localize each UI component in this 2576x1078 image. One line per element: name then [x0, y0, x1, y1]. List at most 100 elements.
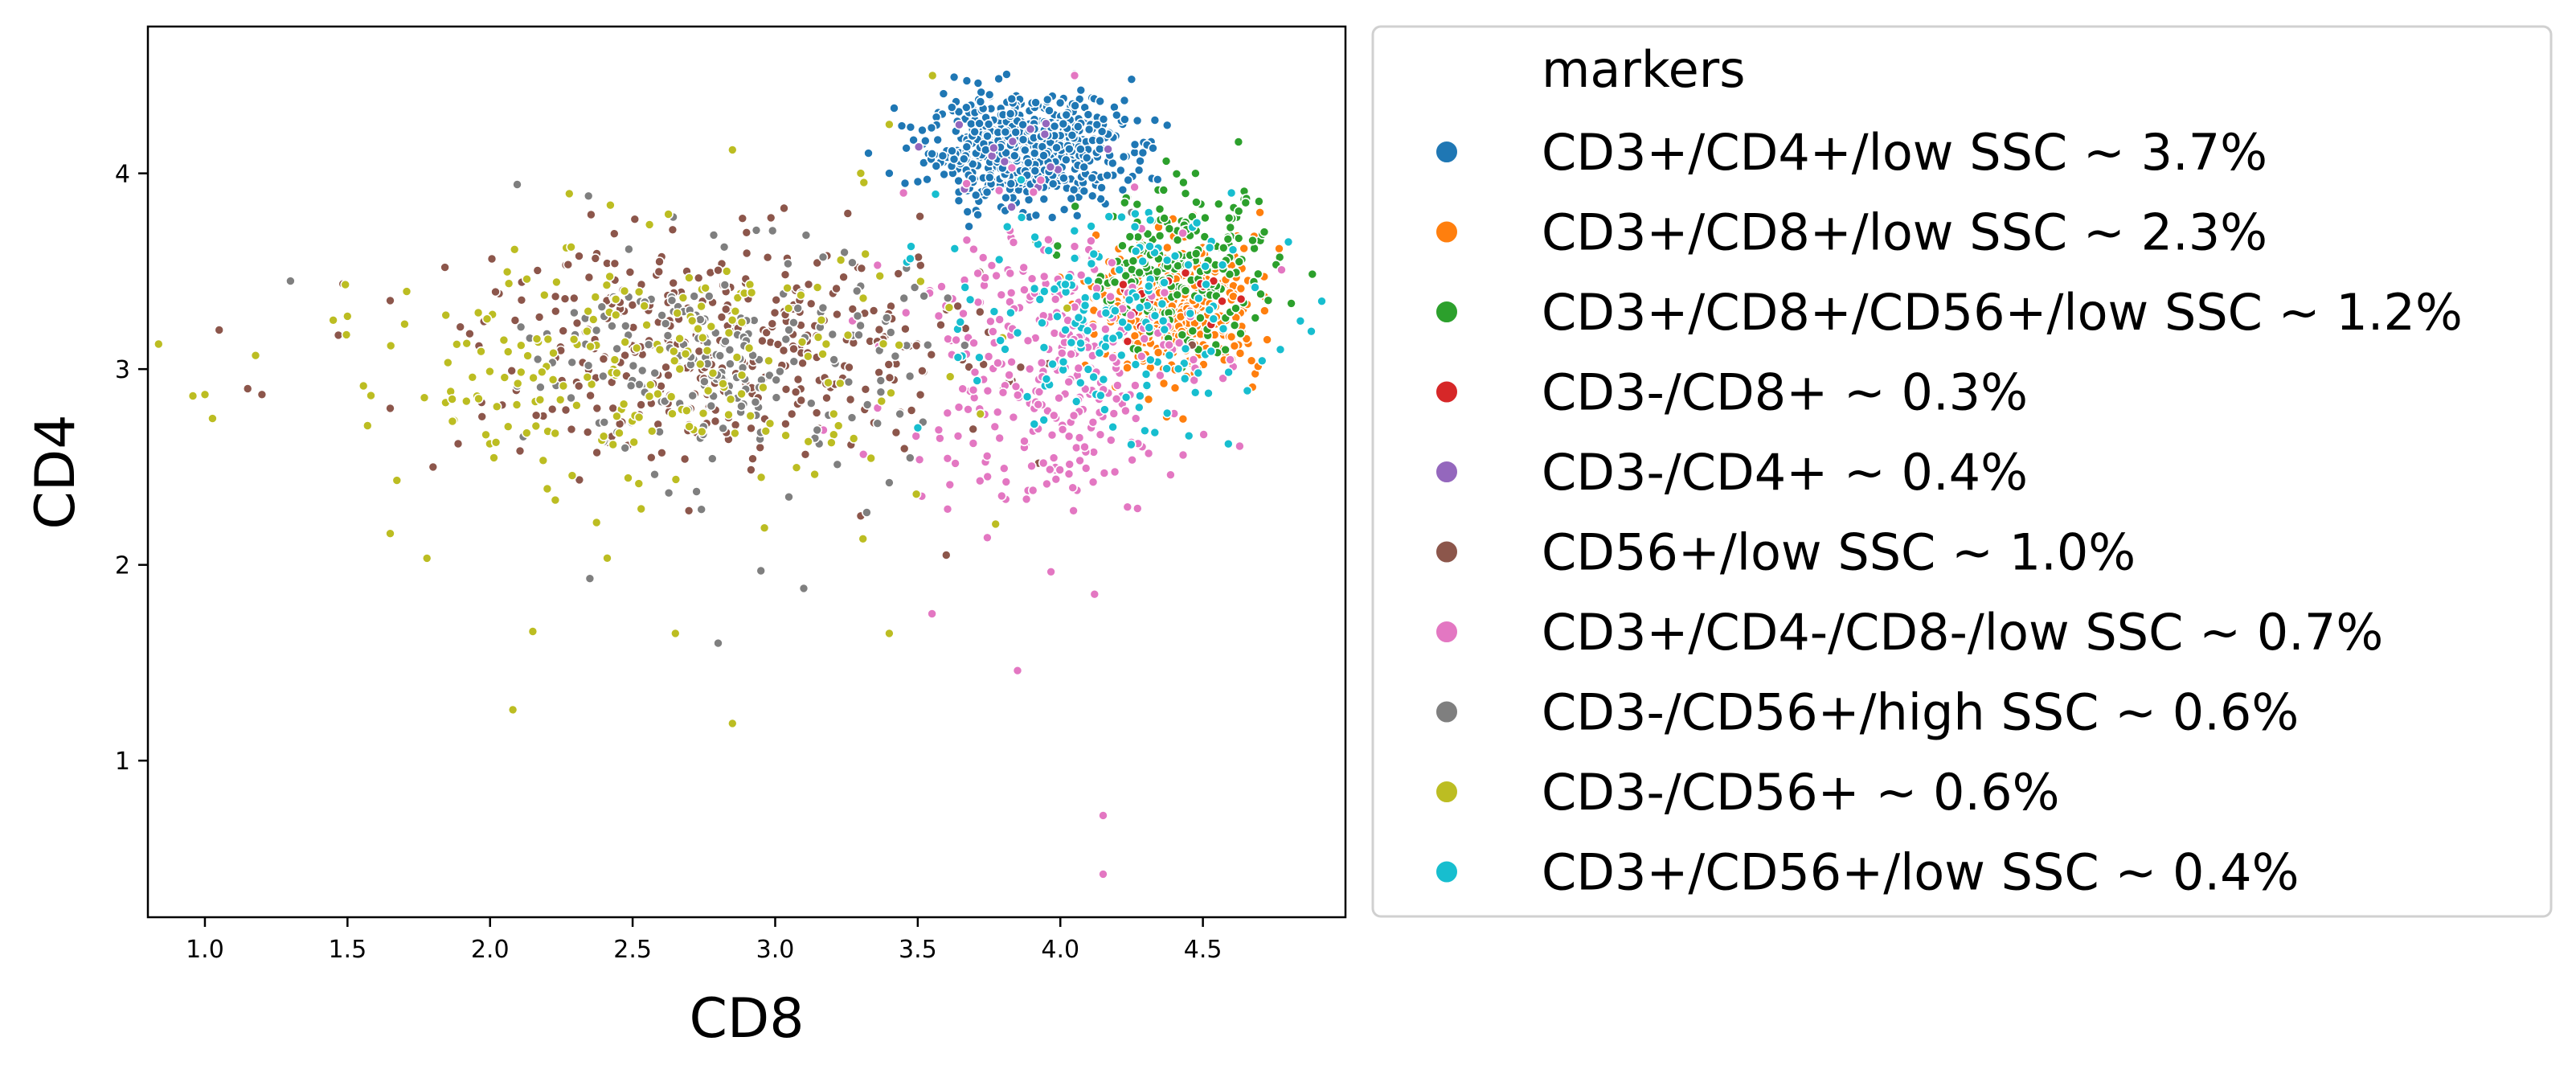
scatter-point-series-0	[1068, 184, 1079, 195]
scatter-point-series-7	[285, 276, 296, 286]
scatter-point-series-9	[1049, 284, 1060, 294]
scatter-point-series-6	[1074, 432, 1085, 443]
scatter-point-series-8	[876, 396, 887, 407]
scatter-point-series-8	[743, 342, 755, 354]
scatter-point-series-6	[1035, 174, 1046, 186]
scatter-point-series-7	[512, 179, 522, 190]
scatter-point-series-6	[1022, 335, 1034, 346]
scatter-point-series-0	[1001, 192, 1011, 203]
scatter-point-series-6	[986, 260, 997, 271]
scatter-point-series-5	[831, 283, 842, 294]
scatter-point-series-0	[1079, 162, 1089, 173]
scatter-point-series-6	[1069, 70, 1080, 81]
scatter-point-series-7	[666, 295, 678, 306]
scatter-point-series-7	[567, 357, 578, 368]
scatter-point-series-6	[1049, 328, 1060, 338]
scatter-point-series-9	[1039, 286, 1050, 297]
scatter-point-series-9	[1073, 312, 1084, 323]
scatter-point-series-6	[1050, 293, 1061, 305]
scatter-point-series-0	[1153, 174, 1163, 185]
scatter-point-series-8	[944, 302, 955, 313]
scatter-point-series-8	[612, 367, 622, 379]
scatter-point-series-0	[1029, 148, 1040, 158]
scatter-point-series-9	[1134, 302, 1145, 313]
scatter-point-series-9	[1144, 322, 1154, 333]
scatter-point-series-6	[900, 307, 911, 318]
scatter-point-series-5	[800, 449, 811, 460]
scatter-point-series-0	[1030, 210, 1042, 221]
scatter-point-series-8	[620, 337, 631, 347]
scatter-point-series-4	[954, 119, 964, 130]
scatter-point-series-8	[758, 382, 768, 393]
scatter-point-series-5	[516, 294, 527, 305]
scatter-point-series-7	[827, 329, 838, 340]
scatter-point-series-0	[1161, 120, 1173, 131]
scatter-point-series-6	[968, 384, 979, 396]
scatter-point-series-6	[980, 273, 990, 283]
scatter-point-series-9	[995, 335, 1005, 346]
scatter-point-series-7	[634, 379, 645, 390]
scatter-point-series-2	[1172, 289, 1182, 301]
scatter-point-series-7	[812, 424, 823, 436]
scatter-point-series-6	[1100, 324, 1111, 334]
scatter-point-series-0	[863, 148, 874, 158]
scatter-point-series-9	[1088, 371, 1099, 383]
scatter-point-series-8	[641, 319, 652, 330]
scatter-point-series-9	[1250, 282, 1260, 293]
scatter-point-series-5	[860, 383, 871, 395]
scatter-point-series-7	[895, 408, 905, 420]
scatter-point-series-0	[1059, 204, 1070, 215]
scatter-point-series-6	[1099, 468, 1110, 478]
scatter-point-series-3	[1217, 296, 1227, 307]
scatter-point-series-8	[878, 338, 889, 350]
scatter-point-series-7	[854, 330, 864, 341]
scatter-point-series-7	[919, 290, 929, 301]
scatter-point-series-0	[1061, 109, 1071, 121]
scatter-point-series-9	[1058, 356, 1069, 367]
scatter-point-series-7	[899, 293, 909, 304]
scatter-point-series-6	[1139, 334, 1150, 344]
scatter-point-series-0	[1083, 109, 1094, 120]
scatter-point-series-0	[931, 161, 942, 171]
scatter-point-series-6	[982, 471, 993, 482]
scatter-point-series-1	[1169, 383, 1181, 393]
legend-marker-2	[1435, 300, 1459, 324]
scatter-point-series-6	[977, 252, 989, 263]
scatter-point-series-8	[401, 286, 412, 297]
scatter-point-series-8	[250, 350, 261, 361]
scatter-point-series-0	[917, 125, 928, 136]
scatter-point-series-8	[502, 346, 514, 357]
scatter-point-series-3	[1118, 279, 1128, 290]
scatter-point-series-6	[1008, 412, 1019, 423]
scatter-point-series-6	[1005, 268, 1016, 279]
scatter-point-series-8	[582, 371, 593, 383]
scatter-point-series-9	[1183, 430, 1194, 441]
scatter-point-series-6	[911, 431, 921, 441]
scatter-point-series-0	[1133, 165, 1145, 175]
scatter-point-series-0	[1038, 150, 1049, 161]
scatter-point-series-5	[455, 322, 466, 333]
scatter-point-series-0	[1120, 114, 1130, 125]
scatter-point-series-9	[1001, 221, 1013, 232]
scatter-point-series-8	[633, 286, 645, 297]
scatter-point-series-9	[1161, 408, 1173, 419]
scatter-point-series-7	[663, 487, 674, 498]
scatter-point-series-6	[1046, 429, 1058, 441]
scatter-point-series-2	[1222, 234, 1234, 244]
scatter-point-series-8	[358, 380, 369, 391]
scatter-point-series-2	[1235, 328, 1246, 339]
scatter-point-series-1	[1226, 331, 1237, 342]
scatter-point-series-8	[745, 410, 756, 421]
scatter-point-series-5	[968, 424, 978, 435]
scatter-point-series-3	[1122, 336, 1133, 347]
scatter-point-series-7	[706, 453, 718, 464]
scatter-point-series-9	[912, 422, 924, 433]
scatter-point-series-8	[672, 308, 683, 318]
scatter-point-series-2	[1254, 196, 1264, 207]
scatter-point-series-1	[1177, 413, 1189, 424]
scatter-point-series-7	[598, 371, 608, 382]
legend-label-4: CD3-/CD4+ ~ 0.4%	[1542, 443, 2028, 502]
scatter-point-series-8	[530, 420, 542, 432]
scatter-point-series-2	[1187, 326, 1198, 337]
scatter-point-series-6	[1045, 464, 1055, 475]
